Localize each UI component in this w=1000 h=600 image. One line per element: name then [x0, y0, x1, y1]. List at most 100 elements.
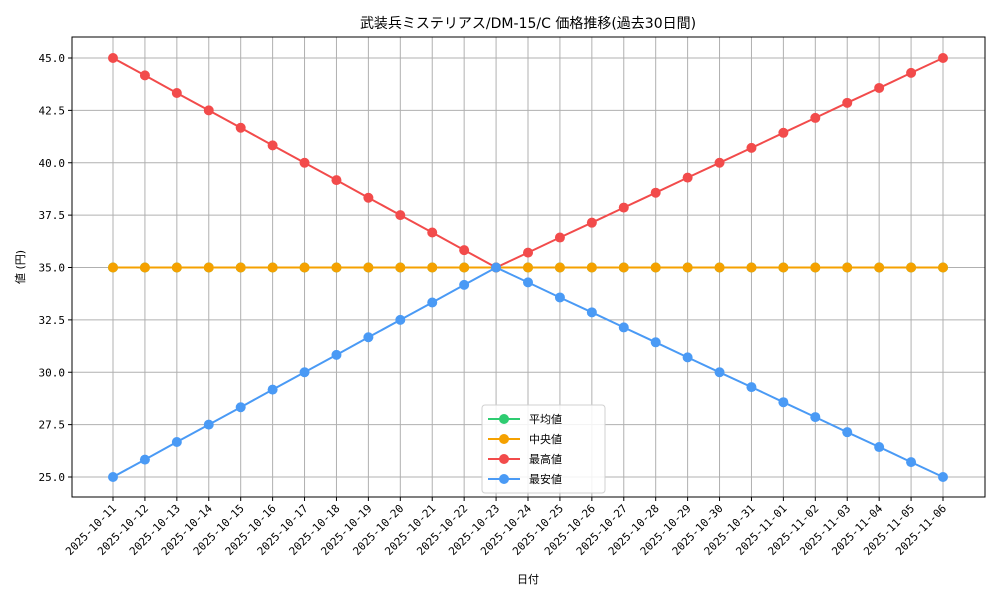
data-point: [650, 187, 661, 198]
data-point: [938, 262, 948, 273]
data-point: [554, 292, 565, 303]
data-point: [842, 262, 853, 273]
data-point: [874, 82, 885, 93]
data-point: [746, 142, 757, 153]
data-point: [139, 262, 150, 273]
x-axis-ticks: 2025-10-112025-10-122025-10-132025-10-14…: [63, 497, 949, 558]
data-point: [714, 157, 725, 168]
data-point: [331, 262, 342, 273]
data-point: [427, 297, 438, 308]
data-point: [299, 367, 310, 378]
data-point: [427, 227, 438, 238]
data-point: [363, 192, 374, 203]
data-point: [586, 217, 597, 228]
data-point: [139, 454, 150, 465]
series-3: [108, 262, 948, 482]
data-point: [171, 437, 182, 448]
data-point: [523, 277, 533, 288]
data-point: [938, 53, 948, 63]
data-point: [491, 262, 502, 273]
data-point: [714, 367, 725, 378]
data-point: [459, 279, 470, 290]
y-tick-label: 32.5: [39, 314, 66, 327]
data-point: [810, 412, 821, 423]
data-point: [682, 172, 693, 183]
legend-label: 中央値: [529, 433, 562, 446]
data-point: [203, 262, 214, 273]
data-point: [810, 262, 821, 273]
data-point: [203, 419, 214, 430]
data-point: [363, 262, 374, 273]
data-point: [778, 397, 789, 408]
data-point: [171, 87, 182, 98]
data-point: [778, 262, 789, 273]
data-point: [842, 97, 853, 108]
data-point: [586, 307, 597, 318]
data-point: [554, 232, 565, 243]
data-point: [746, 382, 757, 393]
data-point: [650, 262, 661, 273]
series-lines: [108, 53, 948, 482]
data-point: [267, 140, 278, 151]
legend-label: 最安値: [529, 472, 562, 486]
y-tick-label: 45.0: [39, 52, 66, 65]
data-point: [108, 53, 118, 63]
y-tick-label: 30.0: [39, 366, 66, 379]
y-tick-label: 35.0: [39, 262, 66, 275]
data-point: [906, 262, 917, 273]
data-point: [459, 262, 470, 273]
series-2: [108, 53, 948, 273]
data-point: [171, 262, 182, 273]
legend-marker: [499, 474, 509, 484]
data-point: [108, 472, 118, 482]
data-point: [810, 112, 821, 123]
chart-title: 武装兵ミステリアス/DM-15/C 価格推移(過去30日間): [360, 16, 696, 32]
data-point: [682, 352, 693, 363]
y-tick-label: 42.5: [39, 104, 66, 117]
data-point: [299, 262, 310, 273]
data-point: [363, 332, 374, 343]
data-point: [714, 262, 725, 273]
data-point: [235, 122, 246, 133]
data-point: [267, 384, 278, 395]
data-point: [267, 262, 278, 273]
legend-label: 最高値: [529, 452, 562, 466]
data-point: [906, 67, 917, 78]
data-point: [618, 202, 629, 213]
data-point: [874, 442, 885, 453]
data-point: [842, 427, 853, 438]
y-tick-label: 37.5: [39, 209, 66, 222]
y-tick-label: 27.5: [39, 419, 66, 432]
data-point: [235, 262, 246, 273]
data-point: [459, 245, 470, 256]
data-point: [395, 210, 406, 221]
data-point: [427, 262, 438, 273]
data-point: [682, 262, 693, 273]
data-point: [331, 349, 342, 360]
data-point: [650, 337, 661, 348]
data-point: [395, 314, 406, 325]
data-point: [395, 262, 406, 273]
data-point: [203, 105, 214, 116]
data-point: [523, 262, 533, 273]
y-axis-label: 値 (円): [14, 250, 27, 284]
data-point: [108, 262, 118, 273]
data-point: [906, 457, 917, 468]
data-point: [139, 70, 150, 81]
y-tick-label: 25.0: [39, 471, 66, 484]
legend-marker: [499, 454, 509, 464]
y-tick-label: 40.0: [39, 157, 66, 170]
x-axis-label: 日付: [517, 573, 539, 586]
data-point: [554, 262, 565, 273]
legend-box: [481, 404, 606, 494]
legend-label: 平均値: [529, 413, 562, 426]
legend-marker: [499, 434, 509, 444]
data-point: [331, 175, 342, 186]
series-1: [108, 262, 948, 273]
data-point: [938, 472, 948, 482]
y-axis-ticks: 25.0 27.5 30.0 32.5 35.0 37.5 40.0 42.5 45.0: [39, 52, 72, 484]
data-point: [874, 262, 885, 273]
data-point: [618, 262, 629, 273]
